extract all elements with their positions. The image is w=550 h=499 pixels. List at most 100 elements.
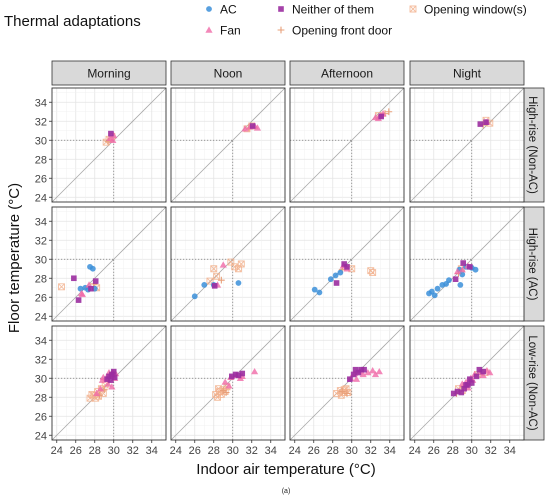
data-point-neither [454, 388, 461, 395]
data-point-neither [352, 366, 359, 373]
legend-item-window: Opening window(s) [409, 3, 527, 17]
data-point-fan [253, 124, 262, 131]
data-point-ac [201, 282, 208, 288]
x-tick-label: 24 [409, 445, 421, 457]
panel-low-rise-non-ac-afternoon: 24 26 28 30 32 34 [289, 325, 405, 457]
data-point-neither [235, 372, 242, 379]
data-point-window [369, 269, 377, 276]
data-point-fan [110, 131, 118, 139]
data-point-fan [371, 370, 380, 378]
reference-line [170, 87, 286, 203]
strip-night: Night [409, 60, 525, 86]
strip-label-night: Night [453, 67, 482, 81]
legend-label-ac: AC [220, 3, 237, 17]
y-tick-label: 28 [35, 392, 47, 404]
panel-grid-lines [52, 326, 166, 440]
y-axis-title: Floor temperature (°C) [6, 183, 23, 333]
data-point-neither [358, 366, 365, 373]
data-point-ac [235, 280, 242, 286]
data-point-ac [191, 293, 198, 300]
data-point-fan [104, 380, 112, 387]
data-point-window [237, 260, 245, 268]
data-point-window [214, 393, 221, 401]
x-tick-label: 28 [89, 445, 101, 457]
data-point-neither [344, 264, 350, 270]
panel-low-rise-non-ac-noon: 24 26 28 30 32 34 [170, 325, 286, 457]
panel-grid-lines [290, 88, 404, 202]
data-point-neither [461, 385, 467, 392]
y-tick-label: 24 [35, 430, 47, 442]
data-point-neither [355, 369, 362, 376]
x-axis-title: Indoor air temperature (°C) [196, 461, 375, 478]
data-point-fan [479, 371, 487, 379]
y-tick-label: 32 [35, 116, 47, 128]
data-point-neither [71, 275, 77, 282]
x-tick-label: 30 [346, 445, 358, 457]
x-tick-label: 30 [227, 445, 239, 457]
panel-high-rise-non-ac-night [409, 87, 525, 203]
x-tick-label: 32 [127, 445, 139, 457]
x-tick-label: 24 [289, 445, 301, 457]
legend-label-fan: Fan [220, 24, 241, 38]
strip-label-noon: Noon [214, 67, 243, 81]
data-point-fan [221, 378, 229, 385]
strip-label-morning: Morning [87, 67, 130, 81]
reference-line [289, 206, 405, 322]
legend-key-window [409, 5, 417, 13]
data-point-ac [332, 272, 339, 279]
legend-key-ac [206, 6, 212, 12]
data-point-window [210, 265, 218, 273]
data-point-neither [249, 123, 256, 129]
data-point-front-door [217, 276, 225, 284]
data-point-neither [110, 368, 117, 375]
y-tick-label: 32 [35, 235, 47, 247]
y-tick-label: 28 [35, 273, 47, 285]
strip-morning: Morning [51, 60, 167, 86]
x-tick-label: 34 [146, 445, 158, 457]
x-tick-label: 30 [466, 445, 478, 457]
x-tick-label: 24 [170, 445, 182, 457]
panel-high-rise-ac-afternoon [289, 206, 405, 322]
data-point-fan [77, 289, 86, 297]
data-point-neither [108, 130, 114, 137]
data-point-fan [96, 385, 105, 392]
data-point-neither [347, 376, 353, 382]
panel-high-rise-ac-noon [170, 206, 286, 322]
data-point-neither [476, 366, 483, 373]
x-tick-label: 30 [108, 445, 120, 457]
reference-line [51, 206, 167, 322]
strip-afternoon: Afternoon [289, 60, 405, 86]
data-point-neither [211, 283, 218, 289]
data-point-neither [480, 368, 486, 375]
panel-border [51, 87, 167, 203]
y-tick-label: 30 [35, 254, 47, 266]
data-point-window [58, 283, 65, 291]
x-tick-label: 26 [308, 445, 320, 457]
legend-key-fan [205, 26, 213, 33]
x-tick-label: 28 [208, 445, 220, 457]
y-tick-label: 34 [35, 216, 47, 228]
strip-noon: Noon [170, 60, 286, 86]
data-point-ac [446, 277, 452, 284]
x-tick-label: 26 [189, 445, 201, 457]
y-tick-label: 34 [35, 97, 47, 109]
legend-item-ac: AC [206, 3, 237, 17]
data-point-ac [459, 271, 466, 278]
panel-border [289, 206, 405, 322]
panel-border [289, 87, 405, 203]
y-tick-label: 34 [35, 335, 47, 347]
data-point-fan [93, 389, 101, 397]
legend: Thermal adaptations AC Fan Neither of them… [4, 3, 527, 38]
data-point-neither [483, 119, 489, 125]
data-point-neither [473, 373, 480, 380]
reference-line [289, 87, 405, 203]
data-point-fan [251, 368, 259, 375]
legend-label-window: Opening window(s) [424, 3, 527, 17]
data-point-fan [219, 261, 227, 268]
data-point-neither [460, 260, 466, 266]
data-point-neither [88, 285, 94, 292]
data-point-neither [109, 371, 115, 378]
data-point-neither [106, 373, 112, 380]
data-point-neither [232, 371, 239, 378]
